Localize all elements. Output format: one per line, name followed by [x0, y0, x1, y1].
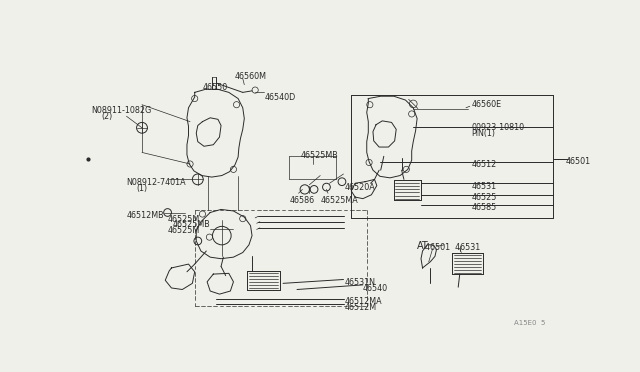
Text: 46525MB: 46525MB: [172, 220, 210, 229]
Text: 46520A: 46520A: [345, 183, 376, 192]
Text: 46560M: 46560M: [235, 73, 267, 81]
Text: N08912-7401A: N08912-7401A: [127, 178, 186, 187]
Text: 46560E: 46560E: [472, 100, 502, 109]
Text: 46585: 46585: [472, 203, 497, 212]
Text: 46525M: 46525M: [168, 226, 200, 235]
Text: 46586: 46586: [289, 196, 314, 205]
Text: A15E0  5: A15E0 5: [514, 320, 545, 326]
Text: 46512M: 46512M: [345, 302, 377, 312]
Text: 00923-10810-: 00923-10810-: [472, 123, 527, 132]
Text: 46550: 46550: [202, 83, 228, 92]
Text: AT: AT: [417, 241, 429, 251]
Text: PIN(1): PIN(1): [472, 129, 495, 138]
Text: 46525M: 46525M: [168, 215, 200, 224]
Text: 46525MB: 46525MB: [301, 151, 339, 160]
Text: 46531N: 46531N: [345, 278, 376, 287]
Text: (1): (1): [136, 184, 148, 193]
Text: 46512: 46512: [472, 160, 497, 169]
Text: 46512MA: 46512MA: [345, 297, 383, 306]
Text: (2): (2): [102, 112, 113, 121]
Text: 46540D: 46540D: [264, 93, 296, 102]
Text: 46512MB: 46512MB: [127, 211, 164, 220]
Text: 46525: 46525: [472, 193, 497, 202]
Text: 46501: 46501: [565, 157, 590, 166]
Text: 46525MA: 46525MA: [320, 196, 358, 205]
Text: 46501  46531: 46501 46531: [425, 243, 480, 252]
Text: 46531: 46531: [472, 182, 497, 191]
Text: 46540: 46540: [363, 284, 388, 293]
Text: N08911-1082G: N08911-1082G: [92, 106, 152, 115]
